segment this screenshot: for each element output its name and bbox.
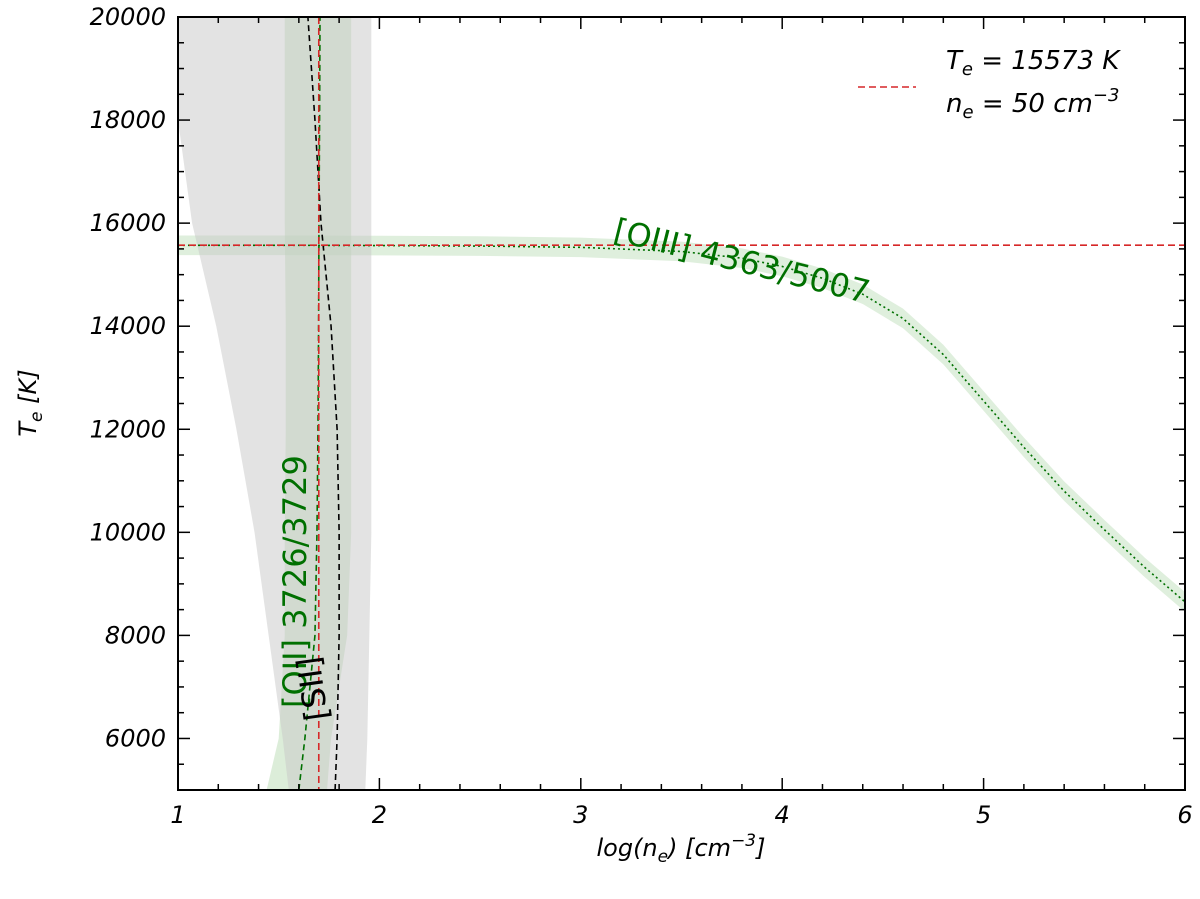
oiii-4363-5007-line: [178, 244, 1185, 603]
y-tick-label: 10000: [90, 518, 166, 546]
x-axis-label: log(ne) [cm−3]: [596, 831, 765, 867]
y-tick-label: 16000: [90, 209, 166, 237]
y-tick-label: 6000: [105, 724, 166, 752]
tick-labels: 1 2 3 4 5 6 6000 8000 10000 12000 14000 16000 18000 2…: [90, 3, 1193, 829]
x-tick-label: 5: [976, 801, 991, 829]
legend-line-ne: ne = 50 cm−3: [946, 85, 1119, 123]
x-tick-label: 4: [775, 801, 790, 829]
x-tick-label: 2: [372, 801, 387, 829]
sii-line: [307, 17, 340, 790]
y-axis-label: Te [K]: [14, 369, 47, 436]
label-sii: [SII]: [289, 654, 336, 723]
x-tick-label: 1: [170, 801, 185, 829]
y-tick-label: 18000: [90, 106, 166, 134]
y-tick-label: 12000: [90, 415, 166, 443]
sii-band: [178, 17, 372, 790]
legend-line-te: Te = 15573 K: [946, 46, 1121, 80]
diagnostic-curves: [178, 17, 1185, 790]
x-tick-label: 3: [573, 801, 588, 829]
uncertainty-bands: [178, 17, 1185, 790]
plot-frame: [177, 16, 1186, 791]
oii-3726-3729-line: [298, 17, 321, 790]
y-tick-label: 20000: [90, 3, 166, 31]
y-tick-label: 14000: [90, 312, 166, 340]
y-tick-label: 8000: [105, 621, 166, 649]
solution-lines: [178, 17, 1185, 790]
legend: Te = 15573 K ne = 50 cm−3: [858, 46, 1121, 123]
label-oii-3726-3729: [OII] 3726/3729: [276, 455, 314, 708]
x-tick-label: 6: [1177, 801, 1192, 829]
